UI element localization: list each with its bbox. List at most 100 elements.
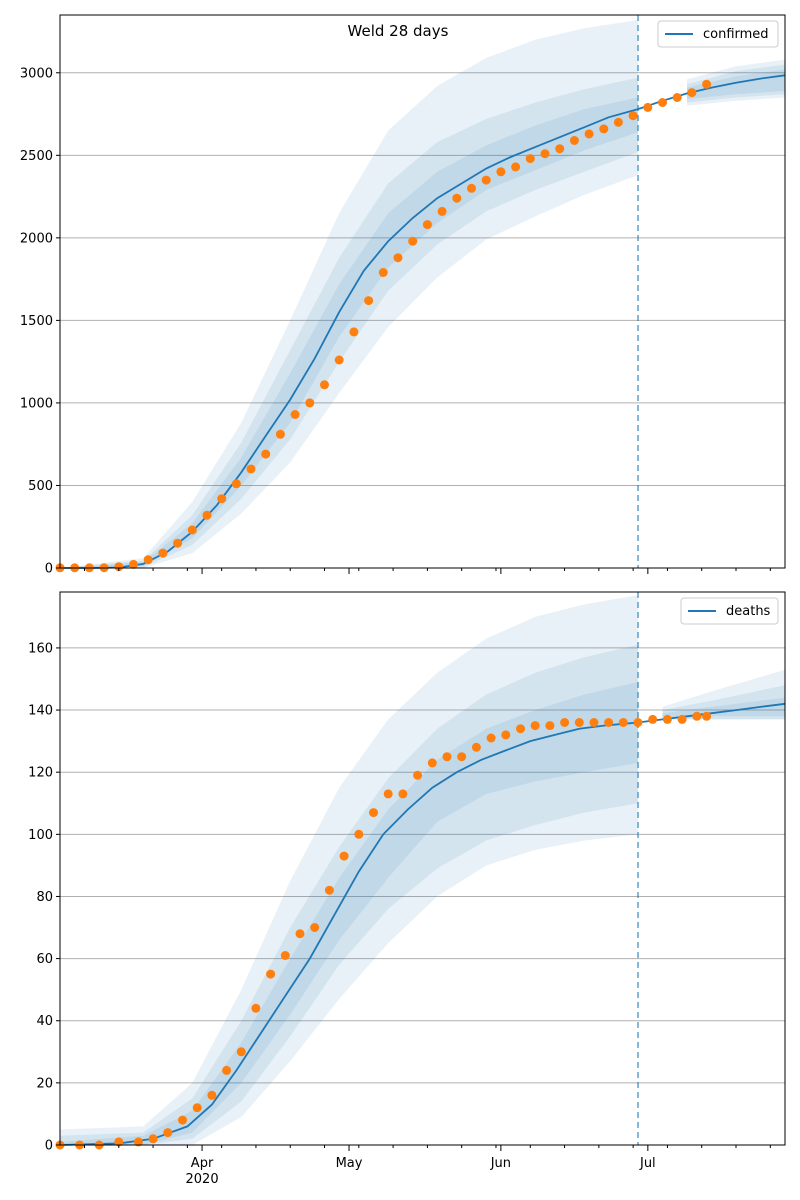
deaths-observed-point (545, 721, 555, 731)
confirmed-observed-point (422, 220, 432, 230)
deaths-y-tick-label: 80 (36, 890, 53, 905)
confirmed-panel: 0 500 1000 1500 2000 2500 3000 Weld 28 days co… (20, 14, 786, 577)
deaths-frame (59, 591, 786, 1146)
confirmed-axes-frame (59, 14, 786, 569)
deaths-y-tick-label: 60 (36, 952, 53, 967)
deaths-observed-point (692, 711, 702, 721)
deaths-y-tick-label: 40 (36, 1014, 53, 1029)
confirmed-legend: confirmed (657, 20, 779, 48)
deaths-observed-point (560, 718, 570, 727)
confirmed-observed-point (613, 117, 623, 127)
deaths-band-inner (60, 682, 638, 1145)
confirmed-observed-point (393, 253, 403, 263)
confirmed-grid (60, 72, 785, 486)
confirmed-y-tick-label: 500 (28, 479, 53, 494)
confirmed-observed-point (481, 175, 491, 185)
deaths-observed-point (427, 758, 437, 768)
confirmed-y-tick-label: 2000 (20, 231, 53, 246)
confirmed-observed-point (173, 538, 183, 548)
deaths-observed-point (178, 1115, 187, 1125)
deaths-axes-frame (59, 591, 786, 1146)
deaths-model-line (59, 702, 786, 1146)
deaths-observed-point (457, 752, 467, 762)
confirmed-observed-point (320, 380, 329, 390)
confirmed-observed-point (231, 479, 241, 489)
deaths-observed-points (55, 711, 712, 1150)
confirmed-observed-point (364, 296, 374, 306)
confirmed-observed-point (408, 236, 418, 246)
confirmed-observed-points (55, 79, 712, 573)
deaths-y-tick-label: 100 (28, 828, 53, 843)
deaths-observed-point (369, 808, 378, 818)
confirmed-observed-point (467, 183, 476, 193)
deaths-observed-point (516, 724, 525, 734)
confirmed-observed-point (658, 98, 667, 107)
confirmed-x-ticks (83, 568, 771, 574)
deaths-y-tick-label: 160 (28, 641, 53, 656)
confirmed-y-tick-label: 1000 (20, 396, 53, 411)
deaths-observed-point (324, 885, 334, 895)
confirmed-observed-point (687, 88, 697, 98)
deaths-observed-point (192, 1103, 202, 1113)
deaths-observed-point (648, 714, 658, 724)
confirmed-observed-point (437, 206, 447, 216)
confirmed-observed-point (187, 525, 197, 535)
confirmed-y-ticks: 0 500 1000 1500 2000 2500 3000 (20, 66, 60, 577)
confirmed-band-mid (60, 77, 638, 568)
deaths-band-mid (662, 685, 785, 720)
deaths-x-ticks: Apr May Jun Jul 2020 (83, 1145, 771, 1187)
deaths-bands (60, 595, 785, 1145)
confirmed-observed-point (158, 548, 168, 558)
confirmed-observed-point (496, 167, 506, 177)
confirmed-observed-point (702, 79, 712, 89)
deaths-observed-point (163, 1128, 173, 1138)
deaths-observed-point (207, 1090, 217, 1100)
deaths-y-ticks: 0 20 40 60 80 100 120 140 160 (28, 641, 60, 1154)
deaths-observed-point (354, 829, 364, 839)
deaths-y-tick-label: 0 (45, 1139, 53, 1154)
x-tick-label: Apr (191, 1156, 214, 1171)
confirmed-observed-point (275, 429, 285, 439)
deaths-lines (59, 592, 786, 1146)
confirmed-lines (60, 15, 786, 569)
confirmed-observed-point (452, 193, 462, 203)
confirmed-model-line (60, 74, 786, 569)
deaths-observed-point (339, 851, 349, 861)
x-tick-year-label: 2020 (186, 1172, 219, 1187)
confirmed-observed-point (584, 129, 594, 139)
deaths-band-mid (60, 644, 638, 1145)
deaths-observed-point (383, 789, 393, 799)
x-tick-label: May (336, 1156, 363, 1171)
confirmed-y-tick-label: 3000 (20, 66, 53, 81)
deaths-legend: deaths (680, 597, 779, 625)
deaths-observed-point (471, 742, 481, 752)
deaths-grid (60, 647, 785, 1084)
confirmed-observed-point (628, 111, 638, 121)
x-tick-label: Jun (490, 1156, 511, 1171)
confirmed-observed-point (378, 268, 388, 277)
deaths-observed-point (486, 733, 496, 743)
deaths-observed-point (413, 770, 423, 780)
confirmed-legend-box (657, 20, 779, 48)
deaths-y-tick-label: 120 (28, 766, 53, 781)
x-tick-label: Jul (639, 1156, 656, 1171)
confirmed-observed-point (290, 410, 300, 419)
confirmed-y-tick-label: 1500 (20, 314, 53, 329)
confirmed-observed-point (349, 327, 359, 337)
confirmed-observed-point (334, 355, 344, 365)
confirmed-observed-point (643, 102, 653, 112)
confirmed-observed-point (540, 149, 550, 159)
confirmed-observed-point (525, 154, 535, 164)
deaths-observed-point (280, 951, 290, 960)
confirmed-band-inner (60, 97, 638, 568)
deaths-observed-point (677, 714, 687, 724)
confirmed-observed-point (114, 562, 124, 572)
deaths-observed-point (295, 929, 305, 939)
deaths-observed-point (633, 718, 643, 727)
deaths-observed-point (222, 1065, 232, 1075)
deaths-y-tick-label: 20 (36, 1076, 53, 1091)
confirmed-observed-point (246, 464, 256, 474)
confirmed-y-tick-label: 2500 (20, 149, 53, 164)
